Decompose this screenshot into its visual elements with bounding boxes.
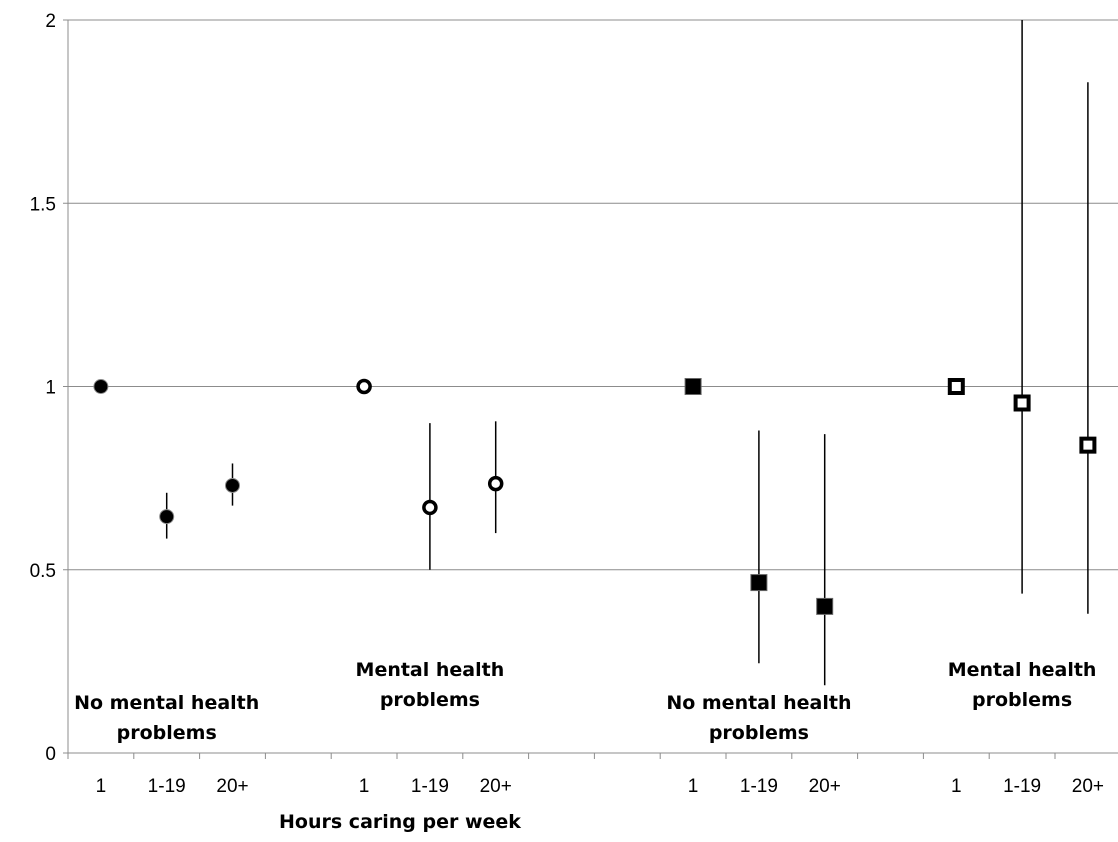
group-label: No mental health <box>74 692 259 714</box>
grid <box>68 19 1118 571</box>
x-tick-label: 1 <box>96 776 107 797</box>
data-points <box>93 378 1097 615</box>
data-point <box>684 378 702 395</box>
x-tick-labels: 1 1-19 20+ 1 1-19 20+ 1 1-19 20+ 1 1-19 20+ <box>96 776 1104 797</box>
group-label: No mental health <box>666 692 851 714</box>
x-tick-label: 20+ <box>809 776 841 797</box>
data-point <box>225 477 240 493</box>
x-tick-label: 1-19 <box>1003 776 1041 797</box>
group-label: problems <box>709 722 809 744</box>
group-label: problems <box>380 689 480 711</box>
y-tick-label: 0 <box>45 744 56 765</box>
x-tick-label: 20+ <box>1072 776 1104 797</box>
x-tick-label: 1-19 <box>411 776 449 797</box>
y-tick-labels: 0 0.5 1 1.5 2 <box>30 11 56 765</box>
group-labels: No mental health problems Mental health pro… <box>74 659 1096 744</box>
data-point <box>159 509 175 525</box>
data-point <box>422 499 438 516</box>
group-label: problems <box>972 689 1072 711</box>
x-tick-label: 1-19 <box>148 776 186 797</box>
data-point <box>356 378 372 395</box>
data-point <box>1079 436 1097 454</box>
y-tick-label: 0.5 <box>30 561 56 582</box>
group-label: Mental health <box>948 659 1097 681</box>
x-tick-label: 20+ <box>480 776 512 797</box>
data-point <box>816 597 834 615</box>
x-tick-label: 1 <box>359 776 370 797</box>
group-label: problems <box>117 722 217 744</box>
error-bars <box>165 20 1089 686</box>
y-tick-label: 2 <box>45 11 56 32</box>
x-tick-label: 1 <box>951 776 962 797</box>
data-point <box>1013 394 1031 412</box>
y-tick-label: 1.5 <box>30 194 56 215</box>
y-tick-label: 1 <box>45 378 56 399</box>
data-point <box>750 574 768 592</box>
x-tick-label: 1 <box>688 776 699 797</box>
x-axis-title: Hours caring per week <box>279 811 521 833</box>
data-point <box>947 378 965 395</box>
group-label: Mental health <box>356 659 505 681</box>
x-tick-label: 20+ <box>216 776 248 797</box>
data-point <box>93 379 109 394</box>
data-point <box>487 475 504 492</box>
axes <box>63 19 1118 759</box>
x-tick-label: 1-19 <box>740 776 778 797</box>
